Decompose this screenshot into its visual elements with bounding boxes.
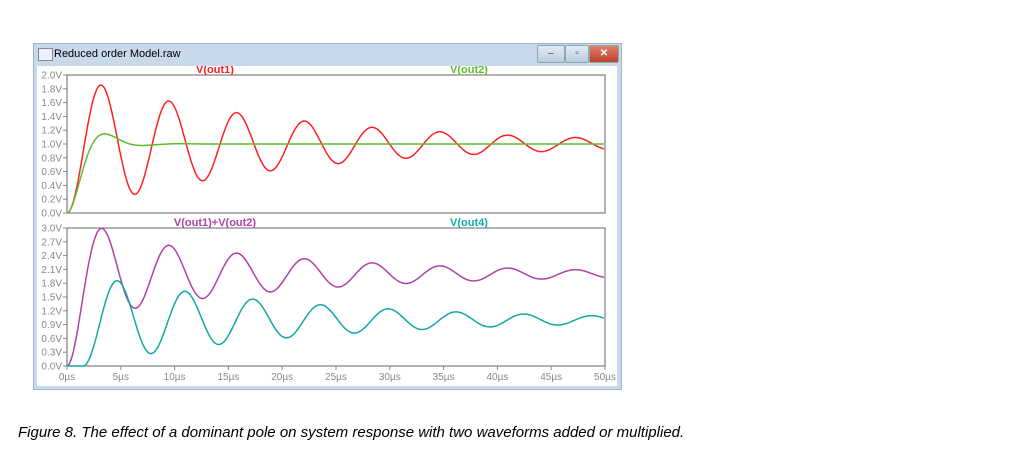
legend-label: V(out2) — [450, 66, 488, 76]
minimize-button[interactable]: – — [537, 45, 565, 63]
x-tick-label: 10µs — [164, 372, 186, 383]
y-tick-label: 2.7V — [41, 237, 62, 248]
trace-v-out2- — [66, 133, 604, 214]
y-tick-label: 0.2V — [41, 195, 62, 206]
legend-label: V(out4) — [450, 217, 488, 229]
y-tick-label: 0.9V — [41, 320, 62, 331]
y-tick-label: 0.6V — [41, 334, 62, 345]
x-tick-label: 5µs — [113, 372, 129, 383]
x-tick-label: 30µs — [379, 372, 401, 383]
y-tick-label: 0.0V — [41, 209, 62, 220]
plot-area: 0.0V 0.2V 0.4V 0.6V 0.8V 1.0V 1.2V 1.4V 1.6V 1.8V… — [37, 66, 617, 386]
y-tick-label: 2.4V — [41, 251, 62, 262]
y-tick-label: 0.4V — [41, 181, 62, 192]
y-tick-label: 3.0V — [41, 224, 62, 235]
trace-v-out1- — [66, 84, 605, 214]
window-title: Reduced order Model.raw — [54, 48, 181, 60]
trace-v-out1-v-out2- — [66, 227, 605, 367]
y-tick-label: 2.1V — [41, 265, 62, 276]
y-tick-label: 1.2V — [41, 306, 62, 317]
x-tick-label: 0µs — [59, 372, 75, 383]
y-tick-label: 0.3V — [41, 348, 62, 359]
y-tick-label: 0.8V — [41, 153, 62, 164]
maximize-button[interactable]: ▫ — [565, 45, 589, 63]
waveform-window: Reduced order Model.raw – ▫ ✕ 0.0V 0.2V 0.… — [33, 43, 622, 390]
figure-caption: Figure 8. The effect of a dominant pole … — [18, 424, 685, 441]
waveform-app-icon — [38, 48, 53, 61]
x-tick-label: 15µs — [217, 372, 239, 383]
x-tick-label: 40µs — [486, 372, 508, 383]
y-tick-label: 2.0V — [41, 71, 62, 82]
plot-frame-2 — [66, 227, 606, 367]
x-tick-label: 20µs — [271, 372, 293, 383]
y-tick-label: 1.4V — [41, 112, 62, 123]
y-tick-label: 0.6V — [41, 167, 62, 178]
y-tick-label: 1.5V — [41, 293, 62, 304]
trace-v-out4- — [67, 280, 605, 367]
y-tick-label: 0.0V — [41, 362, 62, 373]
y-tick-label: 1.8V — [41, 279, 62, 290]
x-tick-label: 35µs — [433, 372, 455, 383]
waveform-plots: 0.0V 0.2V 0.4V 0.6V 0.8V 1.0V 1.2V 1.4V 1.6V 1.8V… — [41, 66, 616, 383]
y-tick-label: 1.2V — [41, 126, 62, 137]
legend-label: V(out1) — [196, 66, 234, 76]
title-bar: Reduced order Model.raw – ▫ ✕ — [34, 44, 621, 64]
x-tick-label: 25µs — [325, 372, 347, 383]
x-tick-label: 50µs — [594, 372, 616, 383]
y-tick-label: 1.0V — [41, 140, 62, 151]
legend-label: V(out1)+V(out2) — [174, 217, 257, 229]
y-tick-label: 1.8V — [41, 84, 62, 95]
close-button[interactable]: ✕ — [589, 45, 619, 63]
x-tick-label: 45µs — [540, 372, 562, 383]
y-tick-label: 1.6V — [41, 98, 62, 109]
